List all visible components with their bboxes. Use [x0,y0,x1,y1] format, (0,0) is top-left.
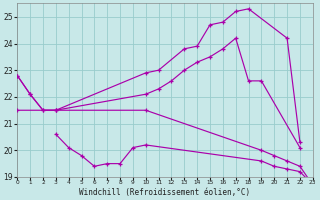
X-axis label: Windchill (Refroidissement éolien,°C): Windchill (Refroidissement éolien,°C) [79,188,251,197]
